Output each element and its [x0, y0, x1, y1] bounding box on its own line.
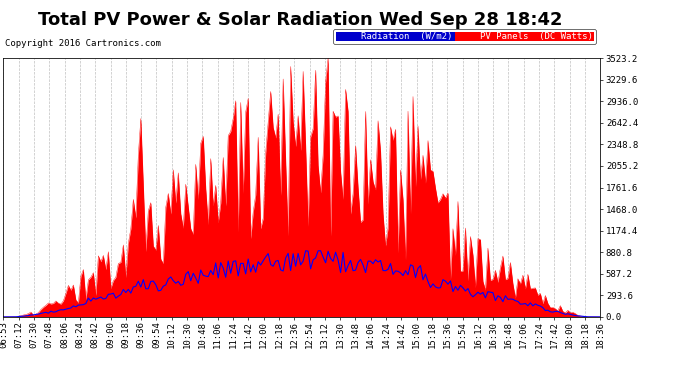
- Text: Total PV Power & Solar Radiation Wed Sep 28 18:42: Total PV Power & Solar Radiation Wed Sep…: [38, 11, 562, 29]
- Text: Copyright 2016 Cartronics.com: Copyright 2016 Cartronics.com: [5, 39, 161, 48]
- Legend: Radiation  (W/m2), PV Panels  (DC Watts): Radiation (W/m2), PV Panels (DC Watts): [333, 29, 595, 44]
